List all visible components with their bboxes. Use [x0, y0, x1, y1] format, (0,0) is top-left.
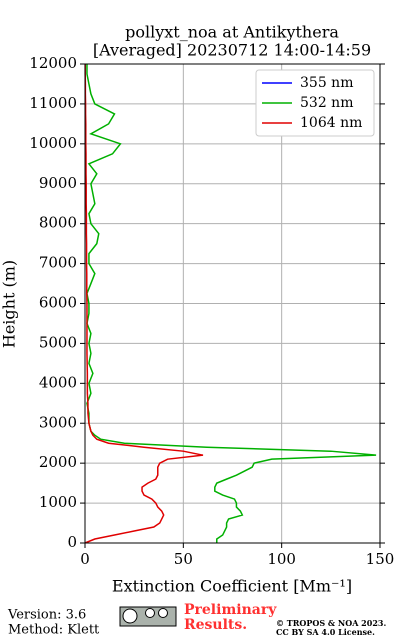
results: Results. — [184, 617, 247, 633]
chart-subtitle: [Averaged] 20230712 14:00-14:59 — [93, 41, 371, 60]
y-tick-label: 1000 — [39, 493, 77, 511]
y-tick-label: 8000 — [39, 214, 77, 232]
x-axis-label: Extinction Coefficient [Mm⁻¹] — [112, 577, 352, 596]
x-tick-label: 100 — [267, 550, 296, 568]
y-tick-label: 3000 — [39, 413, 77, 431]
x-tick-label: 0 — [80, 550, 90, 568]
method: Method: Klett — [8, 623, 100, 638]
y-tick-label: 6000 — [39, 294, 77, 312]
series-line — [84, 64, 204, 544]
chart-title: pollyxt_noa at Antikythera — [125, 23, 339, 42]
legend-label: 532 nm — [300, 95, 353, 111]
y-tick-label: 4000 — [39, 373, 77, 391]
y-tick-label: 7000 — [39, 254, 77, 272]
x-tick-label: 150 — [366, 550, 395, 568]
y-tick-label: 9000 — [39, 174, 77, 192]
y-tick-label: 12000 — [29, 54, 77, 72]
y-tick-label: 10000 — [29, 134, 77, 152]
y-axis-label: Height (m) — [0, 260, 19, 348]
y-tick-label: 11000 — [29, 94, 77, 112]
x-tick-label: 50 — [174, 550, 193, 568]
y-tick-label: 5000 — [39, 333, 77, 351]
plot-frame — [84, 63, 381, 544]
legend-label: 355 nm — [300, 75, 353, 91]
y-tick-label: 0 — [67, 533, 77, 551]
version: Version: 3.6 — [7, 608, 86, 623]
y-tick-label: 2000 — [39, 453, 77, 471]
preliminary: Preliminary — [184, 602, 277, 618]
legend-box — [255, 69, 375, 137]
series-line — [86, 64, 377, 543]
license: CC BY SA 4.0 License. — [276, 627, 375, 637]
legend: 355 nm 532 nm 1064 nm — [255, 69, 375, 137]
copyright: © TROPOS & NOA 2023. — [276, 618, 386, 628]
cc-logo — [119, 606, 177, 627]
legend-label: 1064 nm — [300, 115, 362, 131]
